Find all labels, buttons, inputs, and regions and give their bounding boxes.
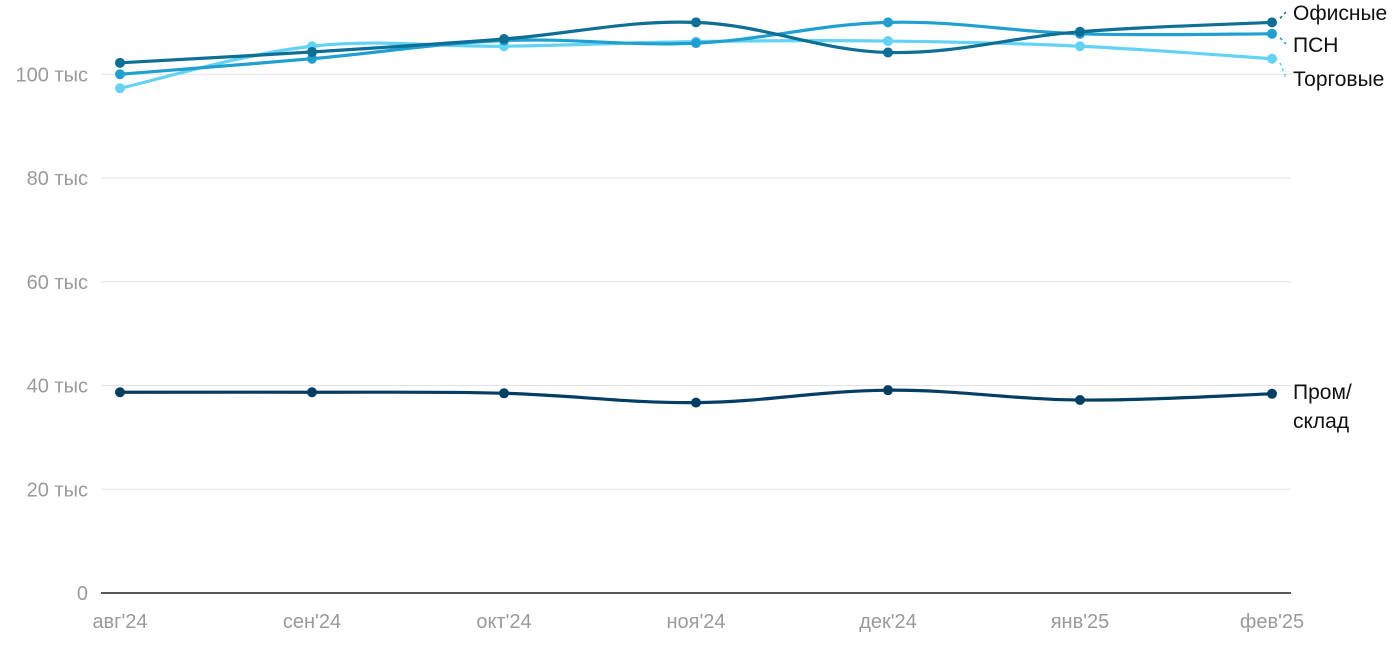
data-point (115, 57, 125, 68)
y-tick-label: 20 тыс (27, 479, 88, 501)
y-tick-label: 80 тыс (27, 168, 88, 190)
series-label-line: Торговые (1293, 68, 1384, 91)
data-point (115, 387, 125, 398)
x-tick-label: авг'24 (92, 611, 147, 633)
label-leader-line (1279, 37, 1287, 45)
y-tick-label: 100 тыс (16, 64, 88, 86)
series-label: Торговые (1293, 68, 1384, 91)
y-tick-label: 0 (77, 583, 88, 605)
series-0 (115, 17, 1277, 68)
data-point (115, 83, 125, 94)
data-point (1267, 53, 1277, 64)
series-label: ПСН (1293, 34, 1338, 57)
x-tick-label: сен'24 (283, 611, 341, 633)
series-label-line: склад (1293, 410, 1349, 433)
y-tick-label: 40 тыс (27, 376, 88, 398)
data-point (1267, 17, 1277, 28)
data-point (499, 388, 509, 399)
label-leader-line (1279, 62, 1287, 79)
x-tick-label: окт'24 (476, 611, 531, 633)
data-point (883, 36, 893, 47)
series-3 (115, 385, 1277, 408)
grid-lines (101, 73, 1291, 490)
y-axis-tick-labels: 0 20 тыс 40 тыс 60 тыс 80 тыс 100 тыс (16, 64, 88, 605)
x-tick-label: дек'24 (859, 611, 917, 633)
data-point (115, 69, 125, 80)
series-label-line: ПСН (1293, 34, 1338, 57)
series-label-line: Пром/ (1293, 381, 1352, 404)
label-leader-line (1279, 11, 1287, 19)
x-tick-label: ноя'24 (666, 611, 725, 633)
data-point (883, 385, 893, 396)
data-point (691, 17, 701, 28)
data-point (307, 46, 317, 57)
data-point (691, 397, 701, 408)
data-point (1075, 41, 1085, 52)
series-label: Пром/склад (1293, 381, 1352, 433)
x-axis-tick-labels: авг'24 сен'24 окт'24 ноя'24 дек'24 янв'25 фев'… (92, 611, 1304, 633)
y-tick-label: 60 тыс (27, 272, 88, 294)
data-point (883, 17, 893, 28)
series-labels: Офисные ПСН Торговые Пром/склад (1279, 2, 1387, 433)
data-point (1267, 388, 1277, 399)
x-tick-label: фев'25 (1240, 611, 1304, 633)
series-label: Офисные (1293, 2, 1387, 25)
data-point (883, 47, 893, 58)
data-point (1267, 28, 1277, 39)
data-point (691, 38, 701, 49)
x-tick-label: янв'25 (1051, 611, 1110, 633)
data-point (1075, 395, 1085, 406)
series-label-line: Офисные (1293, 2, 1387, 25)
data-point (1075, 26, 1085, 37)
data-point (307, 387, 317, 398)
data-point (499, 33, 509, 44)
series-lines (115, 17, 1277, 408)
